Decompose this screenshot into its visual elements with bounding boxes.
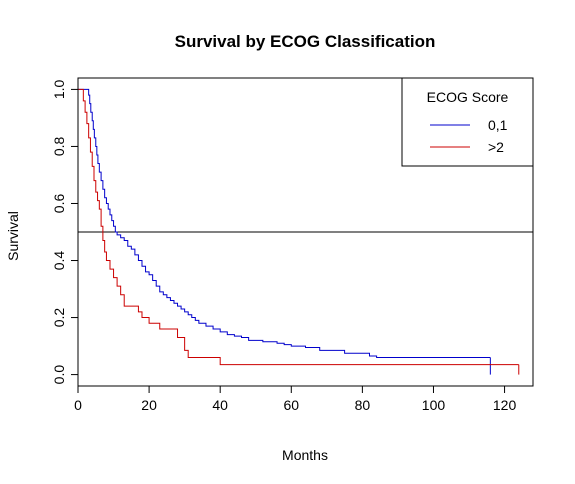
x-tick-label: 80 [355,397,371,413]
axes: 0 20 40 60 80 100 120 0.0 0.2 0.4 0.6 0.8 1.0 [51,77,534,413]
y-axis-label: Survival [5,211,21,261]
y-tick-label: 0.8 [51,137,67,157]
legend-title: ECOG Score [427,89,509,105]
legend-label: >2 [488,139,504,155]
x-tick-label: 120 [493,397,517,413]
chart-title: Survival by ECOG Classification [175,32,436,51]
y-tick-label: 0.2 [51,308,67,328]
x-tick-label: 20 [141,397,157,413]
x-tick-label: 40 [212,397,228,413]
legend: ECOG Score 0,1 >2 [401,77,534,167]
plot-frame [77,77,534,387]
plot-area [78,88,533,375]
y-tick-label: 0.6 [51,194,67,214]
y-tick-label: 1.0 [51,79,67,99]
series-line-ecog-0-1 [78,88,491,358]
y-tick-label: 0.4 [51,251,67,271]
series-line-ecog-gt-2 [78,88,519,366]
x-tick-label: 0 [74,397,82,413]
x-tick-label: 60 [283,397,299,413]
legend-box [401,77,534,167]
legend-label: 0,1 [488,117,508,133]
x-axis-label: Months [282,447,328,463]
y-tick-label: 0.0 [51,365,67,385]
x-tick-label: 100 [422,397,446,413]
